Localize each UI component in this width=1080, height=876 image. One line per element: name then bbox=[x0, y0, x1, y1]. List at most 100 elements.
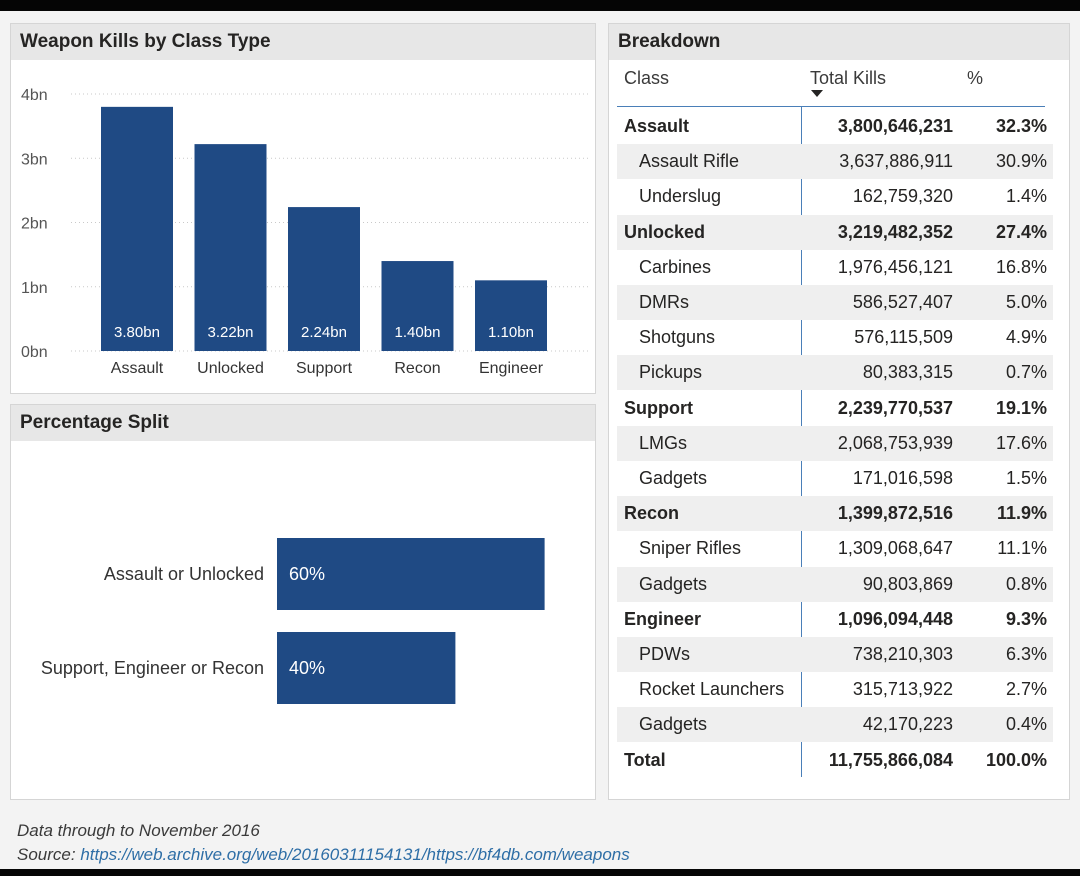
row-class: PDWs bbox=[639, 644, 690, 664]
table-row[interactable]: Sniper Rifles 1,309,068,647 11.1% bbox=[617, 531, 1053, 566]
row-percent: 0.7% bbox=[1005, 362, 1047, 383]
table-row[interactable]: PDWs 738,210,303 6.3% bbox=[617, 637, 1053, 672]
row-percent: 27.4% bbox=[995, 221, 1047, 242]
row-class: Sniper Rifles bbox=[639, 538, 742, 559]
row-class: Rocket Launchers bbox=[639, 679, 785, 700]
total-row[interactable]: Total 11,755,866,084 100.0% bbox=[617, 743, 1053, 778]
row-percent: 4.9% bbox=[1005, 327, 1047, 348]
group-row[interactable]: Recon 1,399,872,516 11.9% bbox=[617, 496, 1053, 532]
row-class: Support bbox=[624, 397, 693, 418]
row-total-kills: 1,976,456,121 bbox=[837, 256, 953, 277]
row-class: Shotguns bbox=[639, 327, 716, 348]
row-class: Assault Rifle bbox=[639, 151, 740, 172]
row-total-kills: 2,068,753,939 bbox=[837, 432, 953, 453]
y-tick-label: 0bn bbox=[21, 344, 48, 361]
group-row[interactable]: Engineer 1,096,094,448 9.3% bbox=[617, 602, 1053, 637]
row-total-kills: 80,383,315 bbox=[862, 362, 953, 383]
row-percent: 6.3% bbox=[1005, 644, 1047, 664]
row-percent: 1.4% bbox=[1005, 186, 1047, 207]
row-percent: 30.9% bbox=[995, 151, 1047, 172]
row-percent: 0.4% bbox=[1005, 714, 1047, 735]
row-percent: 0.8% bbox=[1005, 573, 1047, 594]
x-tick-label: Assault bbox=[111, 360, 164, 377]
breakdown-panel: Breakdown Class Total Kills % Assault 3,8… bbox=[608, 23, 1070, 800]
row-class: Recon bbox=[624, 503, 680, 524]
table-row[interactable]: Gadgets 90,803,869 0.8% bbox=[617, 566, 1053, 602]
column-header-percent[interactable]: % bbox=[967, 68, 984, 88]
percentage-split-panel: Percentage Split 60% Assault or Unlocked 4… bbox=[10, 404, 596, 800]
row-total-kills: 3,219,482,352 bbox=[837, 221, 953, 242]
row-total-kills: 1,096,094,448 bbox=[837, 608, 953, 629]
table-row[interactable]: Shotguns 576,115,509 4.9% bbox=[617, 320, 1053, 355]
row-total-kills: 2,239,770,537 bbox=[837, 397, 953, 418]
bar-support-engineer-or-recon[interactable] bbox=[277, 632, 456, 704]
column-header-class[interactable]: Class bbox=[624, 68, 670, 88]
row-class: Assault bbox=[624, 116, 690, 136]
sort-descending-icon[interactable] bbox=[811, 90, 825, 99]
column-header-total-kills[interactable]: Total Kills bbox=[810, 68, 887, 88]
bar-value-label: 3.22bn bbox=[208, 324, 254, 341]
x-tick-label: Engineer bbox=[479, 360, 544, 377]
group-row[interactable]: Support 2,239,770,537 19.1% bbox=[617, 391, 1053, 426]
row-percent: 17.6% bbox=[995, 432, 1047, 453]
weapon-kills-panel: Weapon Kills by Class Type 0bn 1bn 2bn 3bn 4… bbox=[10, 23, 596, 394]
bar-unlocked[interactable] bbox=[194, 144, 267, 351]
y-tick-label: 3bn bbox=[21, 151, 48, 168]
bar-engineer[interactable] bbox=[475, 280, 547, 351]
breakdown-title: Breakdown bbox=[609, 24, 1069, 60]
table-row[interactable]: Carbines 1,976,456,121 16.8% bbox=[617, 250, 1053, 285]
category-label: Assault or Unlocked bbox=[104, 564, 264, 584]
row-total-kills: 11,755,866,084 bbox=[828, 749, 953, 770]
table-row[interactable]: Rocket Launchers 315,713,922 2.7% bbox=[617, 672, 1053, 707]
row-percent: 2.7% bbox=[1005, 679, 1047, 700]
row-total-kills: 1,309,068,647 bbox=[837, 538, 953, 559]
row-class: Gadgets bbox=[639, 468, 708, 488]
group-row[interactable]: Unlocked 3,219,482,352 27.4% bbox=[617, 214, 1053, 250]
row-total-kills: 738,210,303 bbox=[852, 644, 953, 664]
row-percent: 9.3% bbox=[1005, 608, 1047, 629]
table-row[interactable]: Underslug 162,759,320 1.4% bbox=[617, 179, 1053, 214]
row-percent: 32.3% bbox=[995, 116, 1047, 136]
table-row[interactable]: Gadgets 42,170,223 0.4% bbox=[617, 707, 1053, 743]
row-class: DMRs bbox=[639, 292, 689, 312]
bar-assault-or-unlocked[interactable] bbox=[277, 538, 545, 610]
bottom-border bbox=[0, 869, 1080, 876]
row-class: Unlocked bbox=[624, 221, 706, 242]
bar-value-label: 1.40bn bbox=[395, 324, 441, 341]
row-total-kills: 315,713,922 bbox=[852, 679, 953, 700]
row-class: LMGs bbox=[639, 432, 688, 453]
source-line: Source: https://web.archive.org/web/2016… bbox=[17, 845, 630, 865]
source-link[interactable]: https://web.archive.org/web/201603111541… bbox=[80, 845, 630, 864]
group-row[interactable]: Assault 3,800,646,231 32.3% bbox=[617, 109, 1053, 144]
source-label: Source: bbox=[17, 845, 76, 864]
row-class: Gadgets bbox=[639, 714, 708, 735]
bar-recon[interactable] bbox=[381, 261, 454, 351]
row-total-kills: 3,637,886,911 bbox=[839, 151, 953, 172]
row-class: Carbines bbox=[639, 256, 712, 277]
weapon-kills-chart: 0bn 1bn 2bn 3bn 4bn 3.80bn Assault 3.22bn Unlock… bbox=[21, 87, 591, 377]
table-row[interactable]: Gadgets 171,016,598 1.5% bbox=[617, 461, 1053, 496]
table-row[interactable]: Assault Rifle 3,637,886,911 30.9% bbox=[617, 144, 1053, 180]
x-tick-label: Support bbox=[296, 360, 353, 377]
row-total-kills: 171,016,598 bbox=[852, 468, 953, 488]
bar-value-label: 1.10bn bbox=[488, 324, 534, 341]
table-row[interactable]: LMGs 2,068,753,939 17.6% bbox=[617, 425, 1053, 461]
row-percent: 16.8% bbox=[995, 256, 1047, 277]
row-class: Total bbox=[624, 749, 666, 770]
bar-value-label: 60% bbox=[289, 564, 325, 584]
bar-assault[interactable] bbox=[101, 106, 173, 351]
x-tick-label: Recon bbox=[394, 360, 440, 377]
table-row[interactable]: Pickups 80,383,315 0.7% bbox=[617, 355, 1053, 391]
row-total-kills: 42,170,223 bbox=[862, 714, 953, 735]
row-total-kills: 90,803,869 bbox=[862, 573, 953, 594]
bar-value-label: 2.24bn bbox=[301, 324, 347, 341]
y-tick-label: 4bn bbox=[21, 87, 48, 104]
bar-support[interactable] bbox=[288, 207, 360, 351]
table-row[interactable]: DMRs 586,527,407 5.0% bbox=[617, 285, 1053, 320]
row-total-kills: 576,115,509 bbox=[854, 327, 953, 348]
row-percent: 100.0% bbox=[985, 749, 1047, 770]
weapon-kills-title: Weapon Kills by Class Type bbox=[11, 24, 595, 60]
row-class: Gadgets bbox=[639, 573, 708, 594]
top-border bbox=[0, 0, 1080, 11]
y-tick-label: 2bn bbox=[21, 216, 48, 233]
